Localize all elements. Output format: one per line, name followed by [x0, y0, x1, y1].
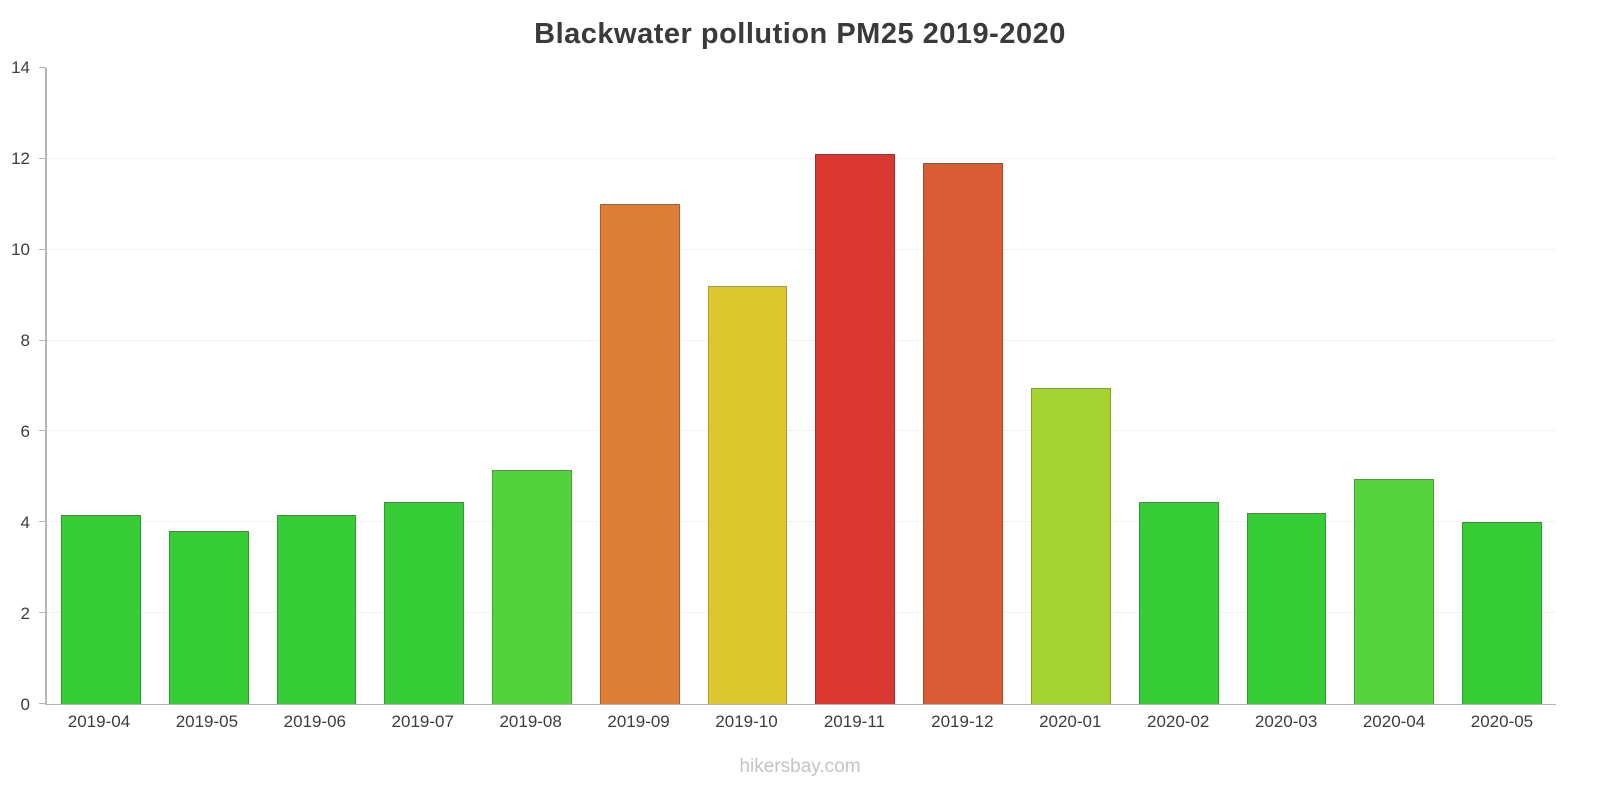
y-tick-label: 0 [20, 695, 30, 714]
x-tick-label: 2019-06 [283, 712, 346, 731]
y-tick-label: 12 [11, 149, 30, 168]
bar-slot [909, 68, 1017, 704]
gridlines [47, 68, 1556, 704]
x-tick-label: 2019-11 [823, 712, 885, 731]
gridline [47, 521, 1556, 523]
bar-2019-05[interactable] [168, 531, 249, 704]
bar-slot [1017, 68, 1125, 704]
bar-slot [1448, 68, 1556, 704]
plot-area [39, 67, 1556, 705]
gridline [47, 248, 1556, 250]
bar-2019-11[interactable] [815, 154, 896, 704]
bar-2019-06[interactable] [276, 515, 357, 704]
bar-2019-08[interactable] [492, 470, 572, 704]
bar-slot [370, 68, 478, 704]
y-tick-mark [39, 67, 46, 68]
x-axis-labels: 2019-04 2019-05 2019-06 2019-07 2019-08 2019-… [45, 712, 1556, 732]
y-tick-label: 8 [20, 331, 30, 351]
bar-2019-04[interactable] [61, 515, 141, 704]
bar-slot [47, 68, 155, 704]
y-axis-labels: 0 2 4 6 8 10 12 14 [0, 58, 36, 714]
y-tick-mark [39, 157, 46, 159]
y-tick-mark [39, 521, 46, 523]
y-tick-mark [39, 703, 46, 704]
y-tick-label: 14 [11, 58, 30, 77]
gridline [47, 430, 1556, 432]
bar-slot [1340, 68, 1448, 704]
footer-watermark: hikersbay.com [739, 756, 861, 777]
x-tick-label: 2019-09 [607, 712, 670, 731]
bar-2019-09[interactable] [599, 204, 680, 704]
bar-slot [694, 68, 802, 704]
x-tick-label: 2019-05 [175, 712, 239, 731]
bar-2019-07[interactable] [384, 501, 465, 704]
bar-2020-03[interactable] [1246, 513, 1327, 704]
bar-2020-01[interactable] [1031, 388, 1111, 704]
bar-slot [801, 68, 909, 704]
x-tick-label: 2019-10 [715, 712, 778, 731]
bar-slot [155, 68, 263, 704]
bar-slot [263, 68, 371, 704]
x-tick-label: 2020-03 [1254, 712, 1318, 731]
y-tick-mark [39, 339, 46, 341]
bar-2020-04[interactable] [1354, 479, 1435, 704]
bar-slot [478, 68, 586, 704]
x-tick-label: 2019-08 [499, 712, 562, 731]
x-tick-label: 2019-04 [67, 712, 131, 731]
bar-slot [1125, 68, 1233, 704]
bar-slot [1233, 68, 1341, 704]
y-tick-mark [39, 612, 46, 614]
x-tick-label: 2020-01 [1039, 712, 1102, 731]
gridline [47, 339, 1556, 341]
bar-2019-10[interactable] [707, 286, 788, 704]
y-tick-mark [39, 248, 46, 250]
y-tick-mark [39, 430, 46, 432]
x-tick-label: 2020-05 [1470, 712, 1534, 731]
x-tick-label: 2019-12 [931, 712, 994, 731]
y-tick-label: 4 [20, 513, 30, 533]
bars-container [47, 68, 1556, 704]
bar-2020-05[interactable] [1462, 522, 1542, 704]
x-tick-label: 2020-02 [1146, 712, 1210, 731]
y-tick-label: 2 [20, 604, 30, 624]
y-tick-label: 10 [11, 240, 30, 259]
y-tick-label: 6 [20, 422, 30, 441]
bar-slot [586, 68, 694, 704]
bar-2020-02[interactable] [1138, 501, 1219, 704]
x-tick-label: 2019-07 [391, 712, 454, 731]
gridline [47, 612, 1556, 614]
chart-title: Blackwater pollution PM25 2019-2020 [534, 18, 1066, 50]
bar-2019-12[interactable] [923, 163, 1004, 704]
gridline [47, 157, 1556, 159]
x-tick-label: 2020-04 [1362, 712, 1426, 731]
